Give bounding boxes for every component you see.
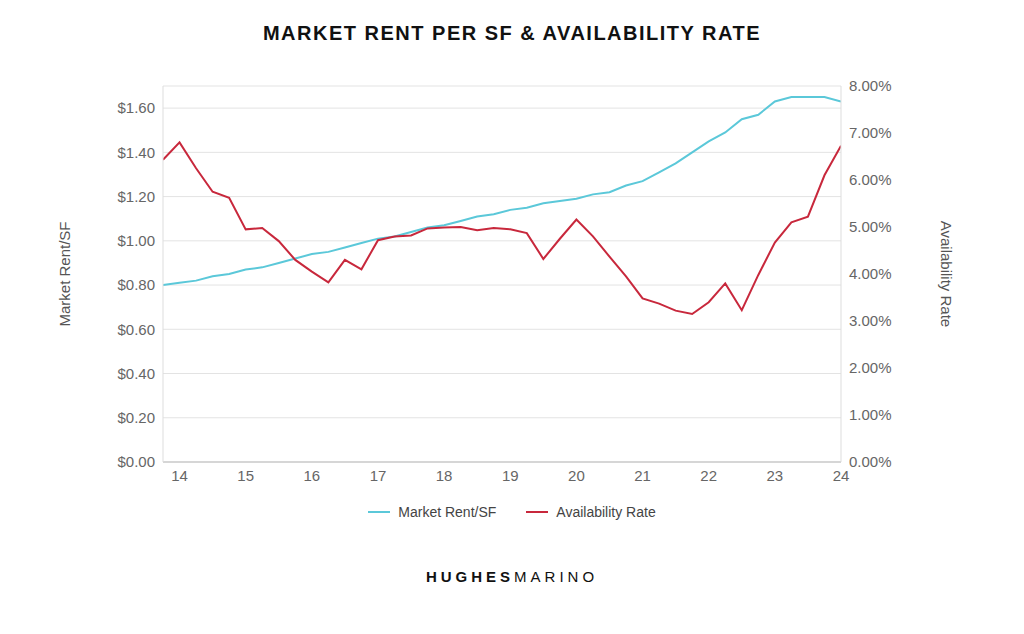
svg-text:2.00%: 2.00% [849,359,892,376]
svg-text:16: 16 [303,467,320,484]
svg-text:4.00%: 4.00% [849,265,892,282]
html-text:HUGHES MARINO: HUGHES MARINO [425,568,599,585]
svg-text:$0.40: $0.40 [117,365,155,382]
svg-text:22: 22 [700,467,717,484]
svg-text:1.00%: 1.00% [849,406,892,423]
svg-text:$1.20: $1.20 [117,188,155,205]
svg-text:Availability Rate: Availability Rate [938,221,955,327]
svg-text:7.00%: 7.00% [849,124,892,141]
svg-text:21: 21 [634,467,651,484]
html-text:MARKET RENT PER SF & AVAILABIL: MARKET RENT PER SF & AVAILABILITY RATE [262,22,762,44]
svg-text:17: 17 [370,467,387,484]
svg-text:$0.80: $0.80 [117,276,155,293]
svg-text:14: 14 [171,467,188,484]
svg-text:3.00%: 3.00% [849,312,892,329]
svg-text:24: 24 [833,467,850,484]
html-text:Availability Rate: Availability Rate [556,504,656,520]
svg-text:5.00%: 5.00% [849,218,892,235]
svg-text:23: 23 [767,467,784,484]
svg-text:Market Rent/SF: Market Rent/SF [56,221,73,326]
svg-text:$1.00: $1.00 [117,232,155,249]
svg-text:20: 20 [568,467,585,484]
svg-text:$0.00: $0.00 [117,453,155,470]
svg-text:18: 18 [436,467,453,484]
svg-text:19: 19 [502,467,519,484]
svg-text:15: 15 [237,467,254,484]
svg-text:$0.60: $0.60 [117,321,155,338]
html-text:Market Rent/SF: Market Rent/SF [398,504,497,520]
svg-text:6.00%: 6.00% [849,171,892,188]
svg-text:0.00%: 0.00% [849,453,892,470]
svg-text:$1.40: $1.40 [117,144,155,161]
svg-text:$0.20: $0.20 [117,409,155,426]
svg-text:$1.60: $1.60 [117,99,155,116]
svg-text:8.00%: 8.00% [849,77,892,94]
